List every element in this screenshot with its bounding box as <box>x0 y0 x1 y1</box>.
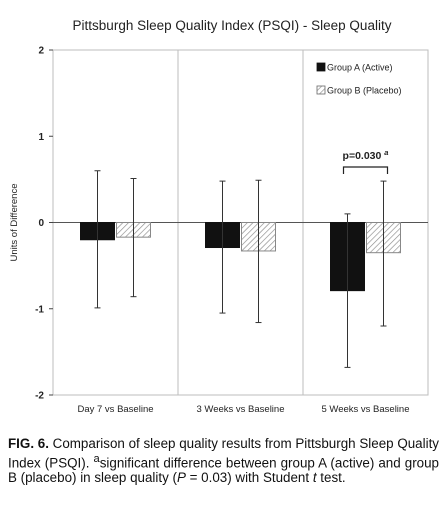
x-category-label: Day 7 vs Baseline <box>77 404 153 415</box>
caption-superscript: a <box>93 452 100 465</box>
y-tick-label: -1 <box>35 304 44 315</box>
legend-label: Group B (Placebo) <box>327 86 402 96</box>
y-tick-label: -2 <box>35 391 44 402</box>
significance-bracket <box>342 166 389 174</box>
legend-swatch <box>316 62 326 72</box>
caption-p-symbol: P <box>176 470 186 486</box>
figure: Pittsburgh Sleep Quality Index (PSQI) - … <box>9 18 429 415</box>
legend-swatch <box>316 85 326 95</box>
figure-caption: FIG. 6. Comparison of sleep quality resu… <box>8 436 439 486</box>
chart-title: Pittsburgh Sleep Quality Index (PSQI) - … <box>73 18 392 33</box>
caption-label: FIG. 6. <box>8 436 49 451</box>
significance-superscript: a <box>384 148 388 157</box>
y-tick-label: 1 <box>38 132 44 143</box>
y-tick-label: 2 <box>38 46 44 57</box>
caption-text-2: significant difference between group A (… <box>8 454 439 486</box>
y-axis-label: Units of Difference <box>9 184 20 262</box>
y-tick-label: 0 <box>38 218 44 229</box>
caption-text-3: = 0.03) with Student <box>185 470 313 486</box>
significance-label: p=0.030 a <box>343 148 389 162</box>
caption-text-4: test. <box>316 470 346 486</box>
legend-label: Group A (Active) <box>327 63 393 73</box>
plot-area: 2 1 0 -1 -2 Day 7 vs Baseline 3 Weeks vs Basel… <box>35 46 429 415</box>
caption-t-symbol: t <box>312 470 317 486</box>
x-category-label: 3 Weeks vs Baseline <box>196 404 284 415</box>
caption-text-1: Comparison of sleep quality results from… <box>8 436 439 470</box>
chart: Pittsburgh Sleep Quality Index (PSQI) - … <box>9 18 429 415</box>
x-category-label: 5 Weeks vs Baseline <box>321 404 409 415</box>
